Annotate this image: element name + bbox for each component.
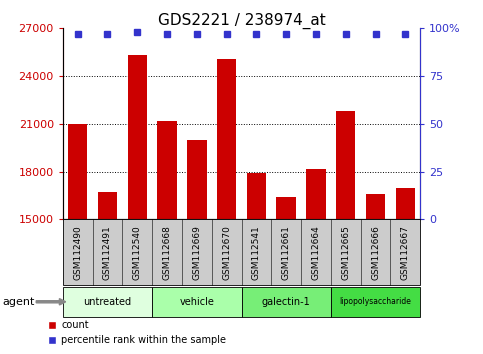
Text: GSM112665: GSM112665	[341, 225, 350, 280]
Bar	[247, 173, 266, 219]
Text: agent: agent	[2, 297, 35, 307]
Text: GSM112668: GSM112668	[163, 225, 171, 280]
Text: GSM112491: GSM112491	[103, 225, 112, 280]
Bar	[98, 193, 117, 219]
Text: GSM112667: GSM112667	[401, 225, 410, 280]
Bar	[128, 55, 147, 219]
Text: GSM112490: GSM112490	[73, 225, 82, 280]
Text: GSM112541: GSM112541	[252, 225, 261, 280]
Bar	[306, 169, 326, 219]
Bar	[68, 124, 87, 219]
Text: GSM112670: GSM112670	[222, 225, 231, 280]
Text: GSM112664: GSM112664	[312, 225, 320, 280]
Text: GDS2221 / 238974_at: GDS2221 / 238974_at	[157, 12, 326, 29]
Text: GSM112661: GSM112661	[282, 225, 291, 280]
Text: untreated: untreated	[84, 297, 131, 307]
Bar	[187, 140, 207, 219]
Bar	[217, 58, 236, 219]
Text: galectin-1: galectin-1	[262, 297, 311, 307]
Text: GSM112669: GSM112669	[192, 225, 201, 280]
Bar	[396, 188, 415, 219]
Text: vehicle: vehicle	[179, 297, 214, 307]
Bar	[366, 194, 385, 219]
Text: GSM112540: GSM112540	[133, 225, 142, 280]
Bar	[276, 197, 296, 219]
Text: lipopolysaccharide: lipopolysaccharide	[340, 297, 412, 306]
Bar	[336, 111, 355, 219]
Text: GSM112666: GSM112666	[371, 225, 380, 280]
Bar	[157, 121, 177, 219]
Legend: count, percentile rank within the sample: count, percentile rank within the sample	[43, 316, 230, 349]
